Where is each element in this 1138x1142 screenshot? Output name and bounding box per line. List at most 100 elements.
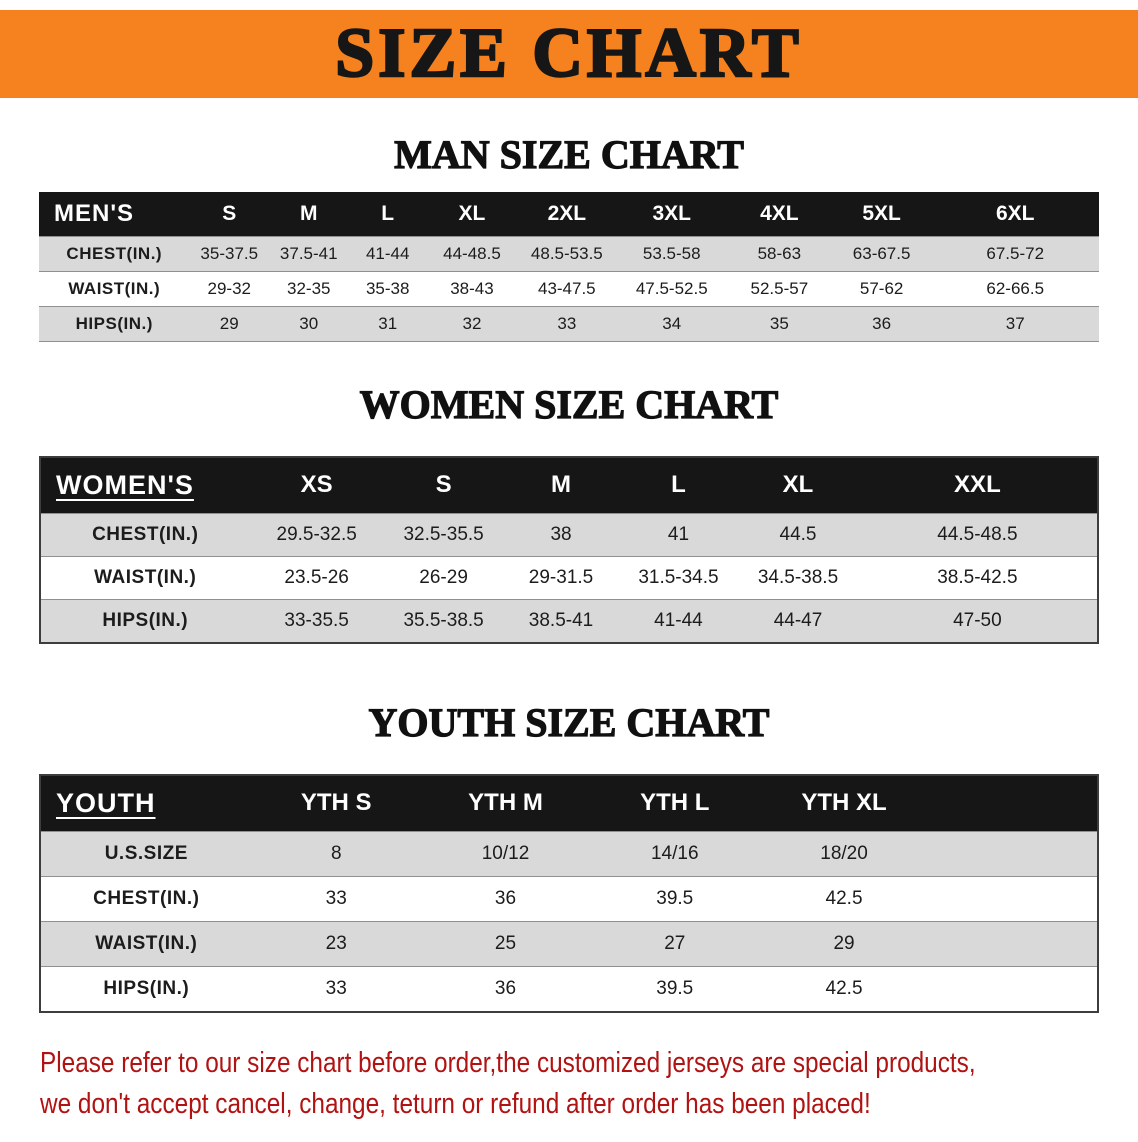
value-cell: 48.5-53.5 — [517, 235, 617, 272]
value-cell: 37.5-41 — [269, 235, 349, 272]
value-cell: 36 — [831, 305, 932, 342]
size-chart-page: SIZE CHART MAN SIZE CHART MEN'S S M L XL 2XL 3… — [0, 10, 1138, 1125]
value-cell: 44.5-48.5 — [857, 513, 1098, 557]
measure-row: CHEST(IN.) 35-37.5 37.5-41 41-44 44-48.5 48.5… — [39, 235, 1099, 272]
order-notice: Please refer to our size chart before or… — [40, 1043, 1138, 1125]
size-header-cell: YTH S — [251, 774, 421, 832]
value-cell: 67.5-72 — [931, 235, 1099, 272]
value-cell: 32-35 — [269, 270, 349, 307]
value-cell: 41-44 — [348, 235, 427, 272]
size-header-cell: M — [269, 192, 349, 236]
youth-size-section: YOUTH SIZE CHART YOUTH YTH S YTH M YTH L YTH… — [0, 699, 1138, 1013]
men-size-section: MAN SIZE CHART MEN'S S M L XL 2XL 3XL 4XL 5XL 6XL… — [0, 131, 1138, 342]
youth-size-table: YOUTH YTH S YTH M YTH L YTH XL U.S.SIZE 8 10/12… — [39, 773, 1099, 1013]
value-cell: 39.5 — [590, 876, 760, 922]
measure-row: CHEST(IN.) 29.5-32.5 32.5-35.5 38 41 44.5 44.5… — [40, 513, 1098, 557]
youth-chart-heading: YOUTH SIZE CHART — [368, 699, 770, 745]
row-label: WAIST(IN.) — [39, 270, 190, 307]
value-cell: 27 — [590, 921, 760, 967]
value-cell: 34.5-38.5 — [738, 556, 858, 600]
value-cell: 38.5-41 — [503, 599, 619, 643]
value-cell: 39.5 — [590, 966, 760, 1012]
value-cell: 18/20 — [759, 831, 929, 877]
value-cell: 47-50 — [857, 599, 1098, 643]
women-chart-heading: WOMEN SIZE CHART — [359, 381, 779, 427]
header-row: WOMEN'S XS S M L XL XXL — [40, 456, 1098, 514]
header-row: YOUTH YTH S YTH M YTH L YTH XL — [40, 774, 1098, 832]
value-cell: 36 — [420, 966, 591, 1012]
row-label: HIPS(IN.) — [40, 599, 250, 643]
value-cell: 32.5-35.5 — [383, 513, 504, 557]
value-cell: 23 — [251, 921, 421, 967]
value-cell: 33 — [251, 966, 421, 1012]
value-cell: 38 — [503, 513, 619, 557]
value-cell: 8 — [251, 831, 421, 877]
filler-cell — [928, 831, 1098, 877]
value-cell: 52.5-57 — [726, 270, 832, 307]
row-label: CHEST(IN.) — [39, 235, 190, 272]
value-cell: 29.5-32.5 — [249, 513, 384, 557]
value-cell: 29-31.5 — [503, 556, 619, 600]
banner: SIZE CHART — [0, 10, 1138, 98]
measure-row: U.S.SIZE 8 10/12 14/16 18/20 — [40, 831, 1098, 877]
value-cell: 31 — [348, 305, 427, 342]
value-cell: 38-43 — [426, 270, 518, 307]
value-cell: 41 — [618, 513, 739, 557]
value-cell: 42.5 — [759, 966, 929, 1012]
filler-cell — [928, 774, 1098, 832]
value-cell: 35-37.5 — [189, 235, 269, 272]
value-cell: 29 — [189, 305, 269, 342]
notice-line-2: we don't accept cancel, change, teturn o… — [40, 1087, 871, 1120]
measure-row: WAIST(IN.) 23 25 27 29 — [40, 921, 1098, 967]
page-title: SIZE CHART — [334, 14, 803, 94]
value-cell: 35 — [726, 305, 832, 342]
size-header-cell: L — [348, 192, 427, 236]
size-header-cell: YTH M — [420, 774, 591, 832]
row-label: HIPS(IN.) — [39, 305, 190, 342]
size-header-cell: XL — [738, 456, 858, 514]
value-cell: 53.5-58 — [616, 235, 727, 272]
value-cell: 30 — [269, 305, 349, 342]
women-size-section: WOMEN SIZE CHART WOMEN'S XS S M L XL XXL CHEST(… — [0, 381, 1138, 644]
size-header-cell: XXL — [857, 456, 1098, 514]
value-cell: 14/16 — [590, 831, 760, 877]
size-header-cell: S — [383, 456, 504, 514]
size-header-cell: M — [503, 456, 619, 514]
value-cell: 35.5-38.5 — [383, 599, 504, 643]
header-row: MEN'S S M L XL 2XL 3XL 4XL 5XL 6XL — [39, 192, 1099, 236]
value-cell: 44.5 — [738, 513, 858, 557]
value-cell: 43-47.5 — [517, 270, 617, 307]
value-cell: 34 — [616, 305, 727, 342]
size-header-cell: YTH XL — [759, 774, 929, 832]
measure-row: HIPS(IN.) 33 36 39.5 42.5 — [40, 966, 1098, 1012]
size-header-cell: 5XL — [831, 192, 932, 236]
value-cell: 62-66.5 — [931, 270, 1099, 307]
value-cell: 42.5 — [759, 876, 929, 922]
men-chart-heading: MAN SIZE CHART — [394, 131, 745, 177]
measure-row: WAIST(IN.) 23.5-26 26-29 29-31.5 31.5-34.5 34… — [40, 556, 1098, 600]
size-header-cell: L — [618, 456, 739, 514]
value-cell: 63-67.5 — [831, 235, 932, 272]
value-cell: 37 — [931, 305, 1099, 342]
measure-row: WAIST(IN.) 29-32 32-35 35-38 38-43 43-47.5 47.… — [39, 270, 1099, 307]
value-cell: 31.5-34.5 — [618, 556, 739, 600]
value-cell: 33-35.5 — [249, 599, 384, 643]
row-label: HIPS(IN.) — [40, 966, 252, 1012]
value-cell: 32 — [426, 305, 518, 342]
size-header-cell: XS — [249, 456, 384, 514]
value-cell: 23.5-26 — [249, 556, 384, 600]
size-header-cell: 4XL — [726, 192, 832, 236]
row-label: CHEST(IN.) — [40, 876, 252, 922]
size-header-cell: S — [189, 192, 269, 236]
measure-row: CHEST(IN.) 33 36 39.5 42.5 — [40, 876, 1098, 922]
value-cell: 26-29 — [383, 556, 504, 600]
value-cell: 47.5-52.5 — [616, 270, 727, 307]
value-cell: 44-48.5 — [426, 235, 518, 272]
measure-row: HIPS(IN.) 29 30 31 32 33 34 35 36 37 — [39, 305, 1099, 342]
row-label: U.S.SIZE — [40, 831, 252, 877]
value-cell: 38.5-42.5 — [857, 556, 1098, 600]
notice-line-1: Please refer to our size chart before or… — [40, 1046, 976, 1079]
value-cell: 33 — [251, 876, 421, 922]
row-label: WAIST(IN.) — [40, 921, 252, 967]
value-cell: 41-44 — [618, 599, 739, 643]
